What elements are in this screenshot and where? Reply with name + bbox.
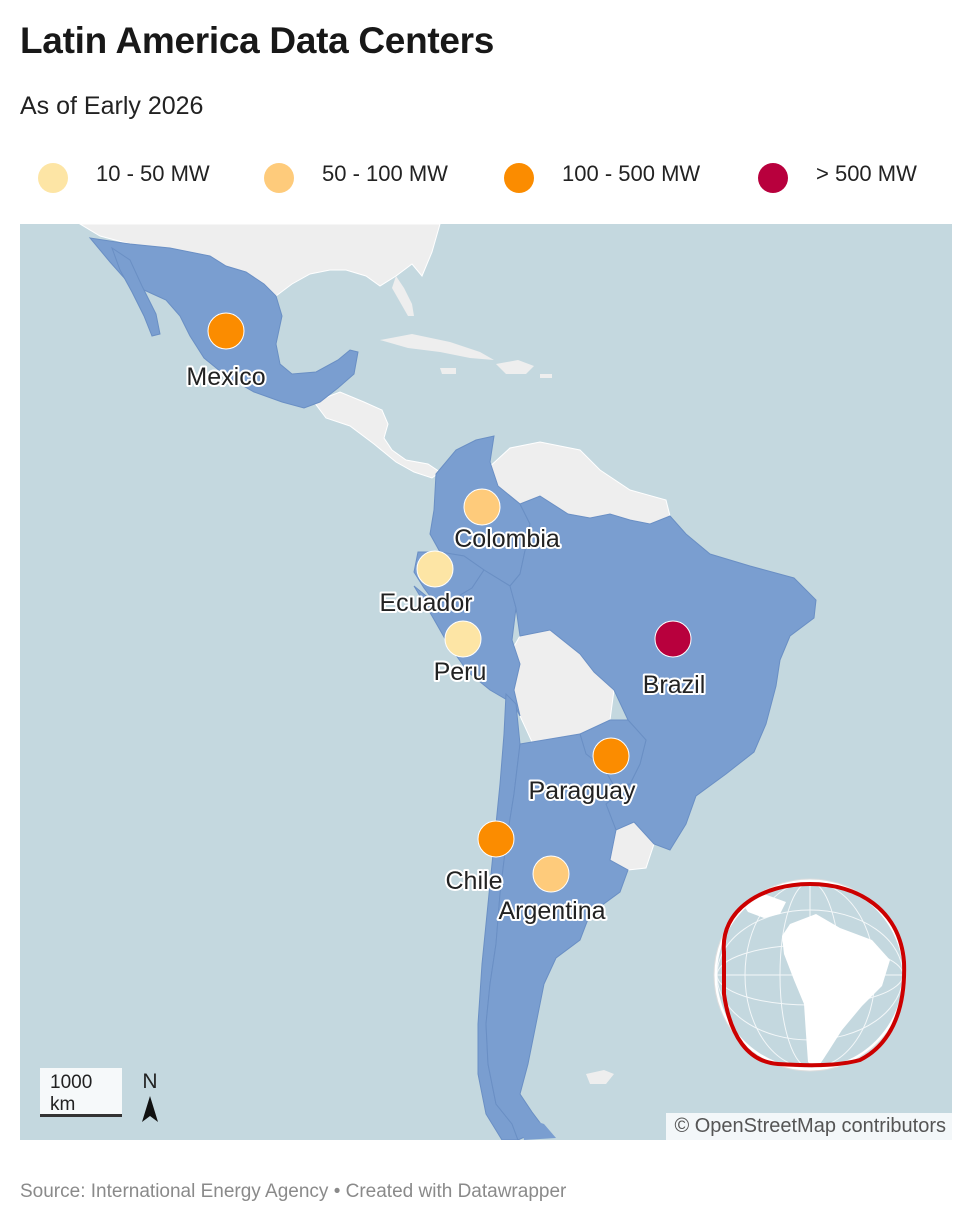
label-peru: Peru [434,658,487,686]
marker-chile[interactable] [477,820,515,858]
scale-bar: 1000 km [40,1068,122,1117]
country-baja-california[interactable] [111,246,161,337]
inset-globe [713,878,907,1072]
land-puerto-rico [540,374,552,378]
label-paraguay: Paraguay [528,777,636,805]
page-title: Latin America Data Centers [20,20,495,61]
land-hispaniola [496,360,534,374]
scale-bar-value: 1000 [50,1072,92,1093]
scale-bar-unit: km [50,1094,75,1115]
north-arrow-label: N [142,1070,157,1093]
marker-ecuador[interactable] [416,550,454,588]
page-subtitle: As of Early 2026 [20,92,204,120]
label-argentina: Argentina [498,897,605,925]
legend-label-10-50: 10 - 50 MW [96,161,210,186]
globe-focus-ring [721,881,907,1068]
land-central-america [313,391,441,479]
map-area[interactable]: Mexico Colombia Ecuador Peru Brazil Para… [20,224,952,1140]
marker-peru[interactable] [444,620,482,658]
map-attribution[interactable]: © OpenStreetMap contributors [666,1113,952,1140]
marker-colombia[interactable] [463,488,501,526]
map-svg[interactable]: Mexico Colombia Ecuador Peru Brazil Para… [20,224,952,1140]
north-arrow-icon [142,1096,158,1122]
legend-dot-10-50 [38,163,68,193]
legend-dot-50-100 [264,163,294,193]
land-falklands [586,1070,614,1084]
legend: 10 - 50 MW 50 - 100 MW 100 - 500 MW > 50… [0,155,972,195]
marker-argentina[interactable] [532,855,570,893]
land-cuba [380,334,494,360]
marker-brazil[interactable] [654,620,692,658]
legend-label-over-500: > 500 MW [816,161,917,186]
country-tierra-del-fuego[interactable] [520,1116,556,1140]
legend-label-50-100: 50 - 100 MW [322,161,448,186]
label-ecuador: Ecuador [379,589,472,617]
north-arrow: N [142,1070,158,1122]
legend-dot-over-500 [758,163,788,193]
legend-dot-100-500 [504,163,534,193]
label-mexico: Mexico [186,363,265,391]
marker-paraguay[interactable] [592,737,630,775]
land-jamaica [440,368,456,374]
label-brazil: Brazil [643,671,706,699]
label-chile: Chile [446,867,503,895]
country-brazil[interactable] [509,495,817,851]
globe-south-america [782,914,890,1068]
legend-label-100-500: 100 - 500 MW [562,161,701,186]
land-florida [392,276,414,316]
source-note: Source: International Energy Agency • Cr… [20,1181,567,1202]
label-colombia: Colombia [454,525,560,553]
marker-mexico[interactable] [207,312,245,350]
